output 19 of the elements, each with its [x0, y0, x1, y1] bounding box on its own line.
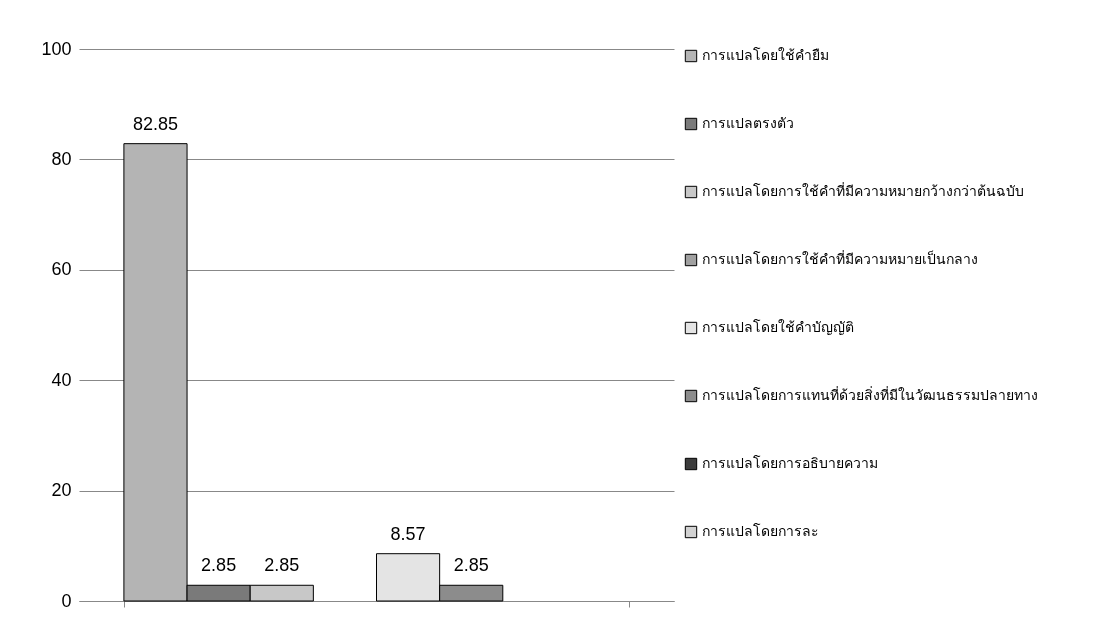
legend-label: การแปลโดยการอธิบายความ [702, 455, 878, 471]
y-tick-label: 40 [51, 369, 72, 390]
legend-label: การแปลโดยการใช้คำที่มีความหมายกว้างกว่าต้นฉบับ [702, 182, 1024, 199]
data-label: 8.57 [390, 523, 426, 544]
y-tick-label: 100 [41, 38, 72, 59]
legend-label: การแปลโดยการใช้คำที่มีความหมายเป็นกลาง [702, 250, 978, 267]
data-label: 2.85 [453, 555, 489, 576]
legend-label: การแปลโดยการละ [702, 523, 819, 539]
legend-label: การแปลตรงตัว [702, 115, 794, 131]
legend-label: การแปลโดยใช้คำยืม [702, 47, 829, 63]
y-tick-label: 0 [61, 590, 72, 611]
y-tick-label: 20 [51, 480, 72, 501]
legend-label: การแปลโดยใช้คำบัญญัติ [702, 319, 854, 335]
y-tick-label: 60 [51, 259, 72, 280]
legend-label: การแปลโดยการแทนที่ด้วยสิ่งที่มีในวัฒนธรรมปลายทาง [702, 386, 1038, 403]
data-label: 82.85 [132, 113, 178, 134]
y-tick-label: 80 [51, 148, 72, 169]
data-label: 2.85 [201, 555, 237, 576]
data-label: 2.85 [264, 555, 300, 576]
